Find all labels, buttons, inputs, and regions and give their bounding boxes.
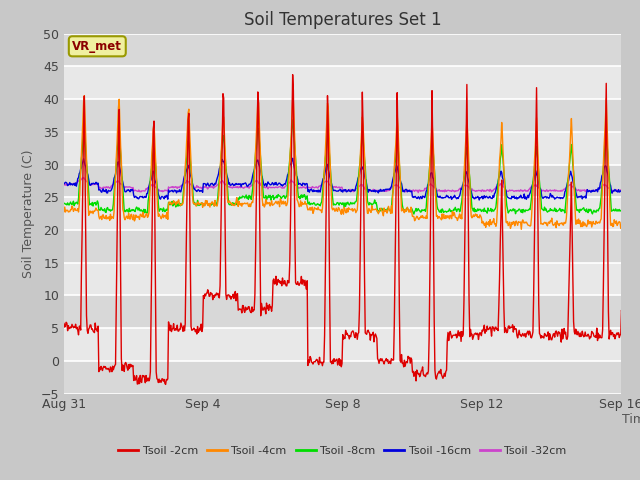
Text: VR_met: VR_met bbox=[72, 40, 122, 53]
Bar bbox=[64, 34, 621, 66]
Title: Soil Temperatures Set 1: Soil Temperatures Set 1 bbox=[244, 11, 441, 29]
Bar bbox=[64, 165, 621, 197]
Y-axis label: Soil Temperature (C): Soil Temperature (C) bbox=[22, 149, 35, 278]
X-axis label: Time: Time bbox=[622, 413, 640, 426]
Bar bbox=[64, 230, 621, 263]
Bar bbox=[64, 361, 621, 394]
Bar bbox=[64, 99, 621, 132]
Bar bbox=[64, 295, 621, 328]
Legend: Tsoil -2cm, Tsoil -4cm, Tsoil -8cm, Tsoil -16cm, Tsoil -32cm: Tsoil -2cm, Tsoil -4cm, Tsoil -8cm, Tsoi… bbox=[114, 441, 571, 460]
